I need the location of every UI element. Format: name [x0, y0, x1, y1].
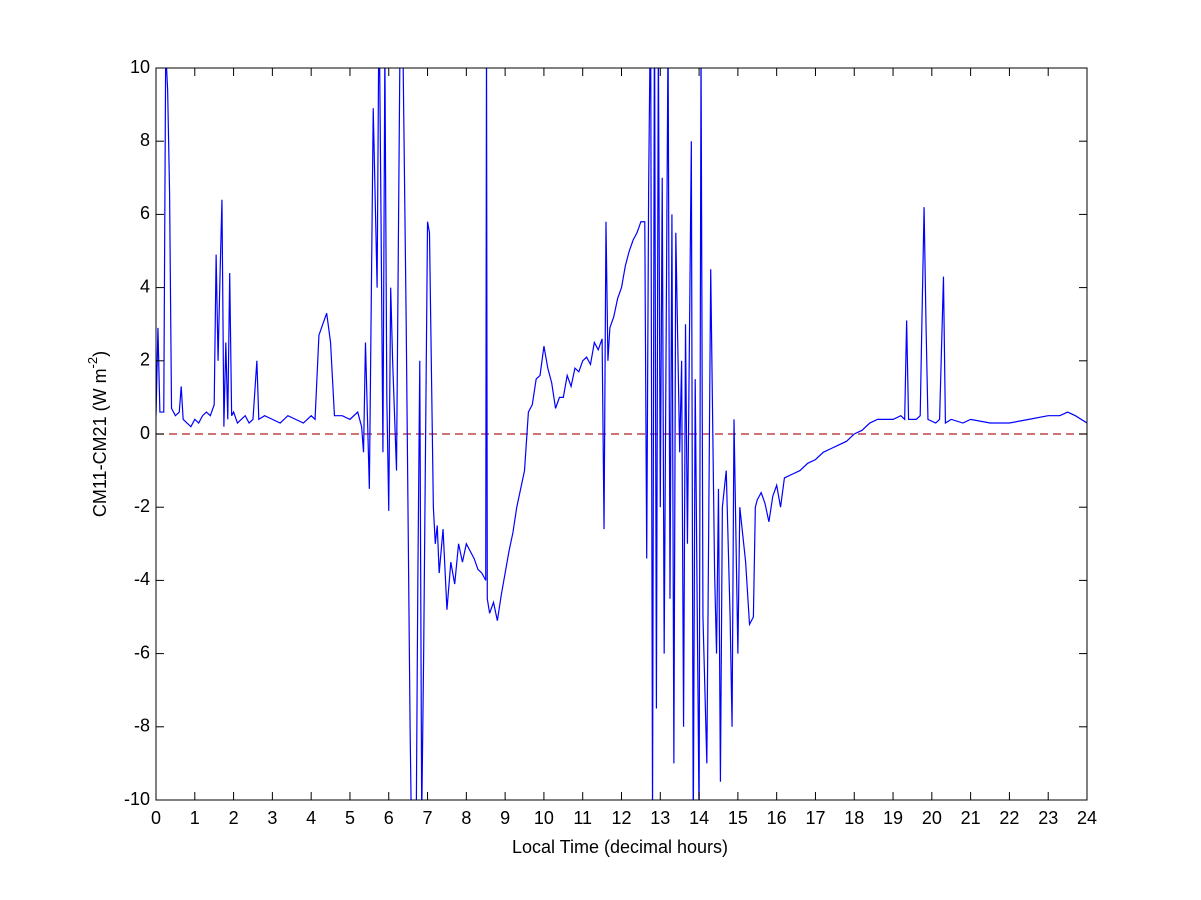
y-axis-label: CM11-CM21 (W m-2) — [85, 351, 109, 517]
x-axis-label: Local Time (decimal hours) — [512, 837, 728, 857]
x-tick-label: 11 — [573, 808, 592, 828]
x-tick-label: 7 — [423, 808, 433, 828]
x-tick-label: 10 — [534, 808, 554, 828]
y-label-end: ) — [90, 351, 110, 357]
y-tick-label: 8 — [140, 130, 150, 150]
x-tick-label: 6 — [384, 808, 394, 828]
y-tick-label: -6 — [134, 642, 150, 662]
y-tick-label: 0 — [140, 423, 150, 443]
x-tick-label: 0 — [151, 808, 161, 828]
x-tick-label: 5 — [345, 808, 355, 828]
x-tick-label: 15 — [728, 808, 748, 828]
x-tick-label: 21 — [961, 808, 981, 828]
x-tick-label: 3 — [267, 808, 277, 828]
x-tick-label: 23 — [1038, 808, 1058, 828]
y-tick-label: -8 — [134, 716, 150, 736]
y-label-text: CM11-CM21 (W m — [90, 368, 110, 517]
y-tick-label: -4 — [134, 569, 150, 589]
x-tick-label: 4 — [306, 808, 316, 828]
y-tick-label: 6 — [140, 203, 150, 223]
x-tick-label: 12 — [611, 808, 631, 828]
x-tick-label: 20 — [922, 808, 942, 828]
x-tick-label: 14 — [689, 808, 709, 828]
x-tick-label: 9 — [500, 808, 510, 828]
x-tick-label: 24 — [1077, 808, 1097, 828]
y-label-sup: -2 — [85, 357, 100, 369]
x-tick-label: 8 — [461, 808, 471, 828]
data-line — [156, 68, 1087, 800]
x-tick-label: 19 — [883, 808, 903, 828]
y-tick-label: 10 — [130, 57, 150, 77]
x-tick-label: 22 — [999, 808, 1019, 828]
x-tick-label: 2 — [229, 808, 239, 828]
y-tick-label: 2 — [140, 350, 150, 370]
y-tick-label: -2 — [134, 496, 150, 516]
x-tick-label: 17 — [805, 808, 825, 828]
x-tick-label: 1 — [190, 808, 200, 828]
y-tick-label: -10 — [124, 789, 150, 809]
x-tick-label: 16 — [767, 808, 787, 828]
x-tick-label: 13 — [650, 808, 670, 828]
x-tick-label: 18 — [844, 808, 864, 828]
y-tick-label: 4 — [140, 276, 150, 296]
